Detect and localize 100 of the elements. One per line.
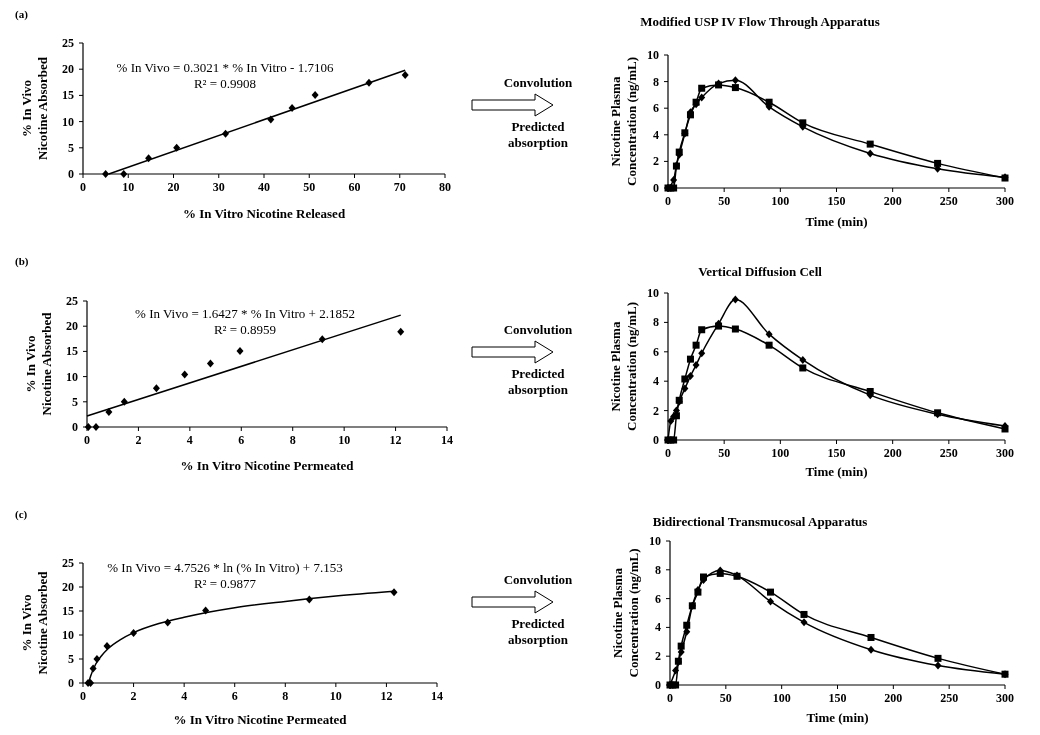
- x-tick-label: 50: [718, 194, 731, 208]
- x-tick-label: 200: [884, 691, 903, 705]
- y-tick-label: 6: [653, 344, 659, 359]
- annotation: % In Vivo = 0.3021 * % In Vitro - 1.7106: [116, 60, 334, 75]
- y-tick-label: 10: [647, 286, 659, 300]
- y-tick-label: 20: [66, 319, 78, 334]
- annotation: % In Vivo = 1.6427 * % In Vitro + 2.1852: [135, 306, 355, 321]
- x-tick-label: 70: [393, 180, 406, 194]
- y-tick-label: 0: [72, 420, 78, 434]
- y-tick-label: 8: [655, 562, 661, 577]
- y-axis-title: Nicotine Plasma Concentration (ng/mL): [608, 302, 639, 431]
- y-tick-label: 25: [62, 36, 74, 50]
- y-tick-label: 15: [62, 604, 74, 618]
- chart-title: Vertical Diffusion Cell: [698, 264, 823, 279]
- x-tick-label: 40: [258, 180, 270, 194]
- x-tick-label: 14: [431, 689, 443, 703]
- x-tick-label: 12: [389, 433, 402, 447]
- y-tick-label: 20: [62, 62, 74, 77]
- text: Predicted absorption: [508, 616, 569, 647]
- y-tick-label: 25: [66, 294, 78, 308]
- y-tick-label: 20: [62, 580, 74, 594]
- annotation: R² = 0.9908: [193, 76, 257, 91]
- text: (b): [15, 255, 29, 268]
- x-tick-label: 2: [130, 689, 137, 703]
- y-tick-label: 15: [66, 344, 78, 359]
- y-tick-label: 6: [655, 591, 661, 606]
- chart-title: Modified USP IV Flow Through Apparatus: [640, 14, 880, 29]
- x-tick-label: 200: [883, 194, 902, 208]
- x-tick-label: 50: [303, 180, 316, 194]
- x-tick-label: 150: [828, 691, 847, 705]
- y-tick-label: 10: [62, 114, 74, 129]
- x-tick-label: 10: [122, 180, 135, 194]
- x-tick-label: 100: [771, 446, 790, 460]
- x-tick-label: 0: [84, 433, 90, 447]
- y-tick-label: 10: [649, 534, 661, 548]
- x-tick-label: 10: [329, 689, 342, 703]
- text: (a): [15, 8, 29, 21]
- y-tick-label: 10: [647, 48, 659, 62]
- x-tick-label: 60: [348, 180, 361, 194]
- x-tick-label: 50: [719, 691, 732, 705]
- x-tick-label: 300: [996, 194, 1014, 208]
- x-axis-title: Time (min): [805, 214, 868, 229]
- x-tick-label: 8: [282, 689, 289, 703]
- x-tick-label: 150: [827, 194, 846, 208]
- y-tick-label: 4: [653, 127, 659, 142]
- y-tick-label: 10: [66, 369, 78, 384]
- x-tick-label: 0: [665, 446, 671, 460]
- y-tick-label: 10: [62, 628, 74, 642]
- x-tick-label: 6: [231, 689, 238, 703]
- x-tick-label: 250: [940, 691, 959, 705]
- annotation: R² = 0.9877: [193, 576, 257, 591]
- y-tick-label: 5: [68, 140, 74, 155]
- text: Convolution: [503, 322, 574, 337]
- x-tick-label: 10: [338, 433, 351, 447]
- x-axis-title: Time (min): [806, 710, 869, 725]
- y-tick-label: 8: [653, 315, 659, 330]
- y-tick-label: 4: [655, 620, 661, 635]
- text: Convolution: [503, 572, 574, 587]
- text: Predicted absorption: [508, 366, 569, 397]
- y-tick-label: 2: [655, 649, 661, 664]
- y-axis-title: % In Vivo Nicotine Absorbed: [19, 56, 50, 160]
- y-tick-label: 0: [655, 678, 661, 692]
- x-tick-label: 250: [939, 446, 958, 460]
- text: (c): [15, 508, 28, 521]
- x-tick-label: 2: [135, 433, 142, 447]
- text: Predicted absorption: [508, 119, 569, 150]
- x-tick-label: 8: [289, 433, 296, 447]
- x-tick-label: 80: [439, 180, 451, 194]
- x-tick-label: 0: [667, 691, 673, 705]
- x-tick-label: 200: [883, 446, 902, 460]
- y-tick-label: 15: [62, 88, 74, 103]
- y-tick-label: 6: [653, 101, 659, 116]
- y-tick-label: 4: [653, 374, 659, 389]
- x-tick-label: 300: [996, 446, 1014, 460]
- annotation: % In Vivo = 4.7526 * ln (% In Vitro) + 7.153: [107, 560, 343, 575]
- y-tick-label: 2: [653, 403, 659, 418]
- x-tick-label: 4: [186, 433, 193, 447]
- x-axis-title: % In Vitro Nicotine Permeated: [173, 712, 348, 727]
- x-axis-title: Time (min): [805, 464, 868, 479]
- x-tick-label: 0: [665, 194, 671, 208]
- y-axis-title: Nicotine Plasma Concentration (ng/mL): [610, 548, 641, 678]
- text: Convolution: [503, 75, 574, 90]
- y-axis-title: % In Vivo Nicotine Absorbed: [19, 570, 50, 675]
- x-tick-label: 100: [771, 194, 790, 208]
- x-tick-label: 300: [996, 691, 1014, 705]
- x-tick-label: 250: [939, 194, 958, 208]
- chart-title: Bidirectional Transmucosal Apparatus: [652, 514, 868, 529]
- y-tick-label: 5: [68, 652, 74, 666]
- x-tick-label: 14: [441, 433, 453, 447]
- y-axis-title: Nicotine Plasma Concentration (ng/mL): [608, 57, 639, 186]
- y-tick-label: 2: [653, 154, 659, 169]
- y-tick-label: 25: [62, 556, 74, 570]
- annotation: R² = 0.8959: [213, 322, 277, 337]
- x-tick-label: 12: [380, 689, 393, 703]
- y-tick-label: 0: [68, 676, 74, 690]
- y-tick-label: 5: [72, 394, 78, 409]
- x-axis-title: % In Vitro Nicotine Permeated: [180, 458, 355, 473]
- y-tick-label: 0: [68, 167, 74, 181]
- x-tick-label: 100: [772, 691, 791, 705]
- y-axis-title: % In Vivo Nicotine Absorbed: [23, 311, 54, 416]
